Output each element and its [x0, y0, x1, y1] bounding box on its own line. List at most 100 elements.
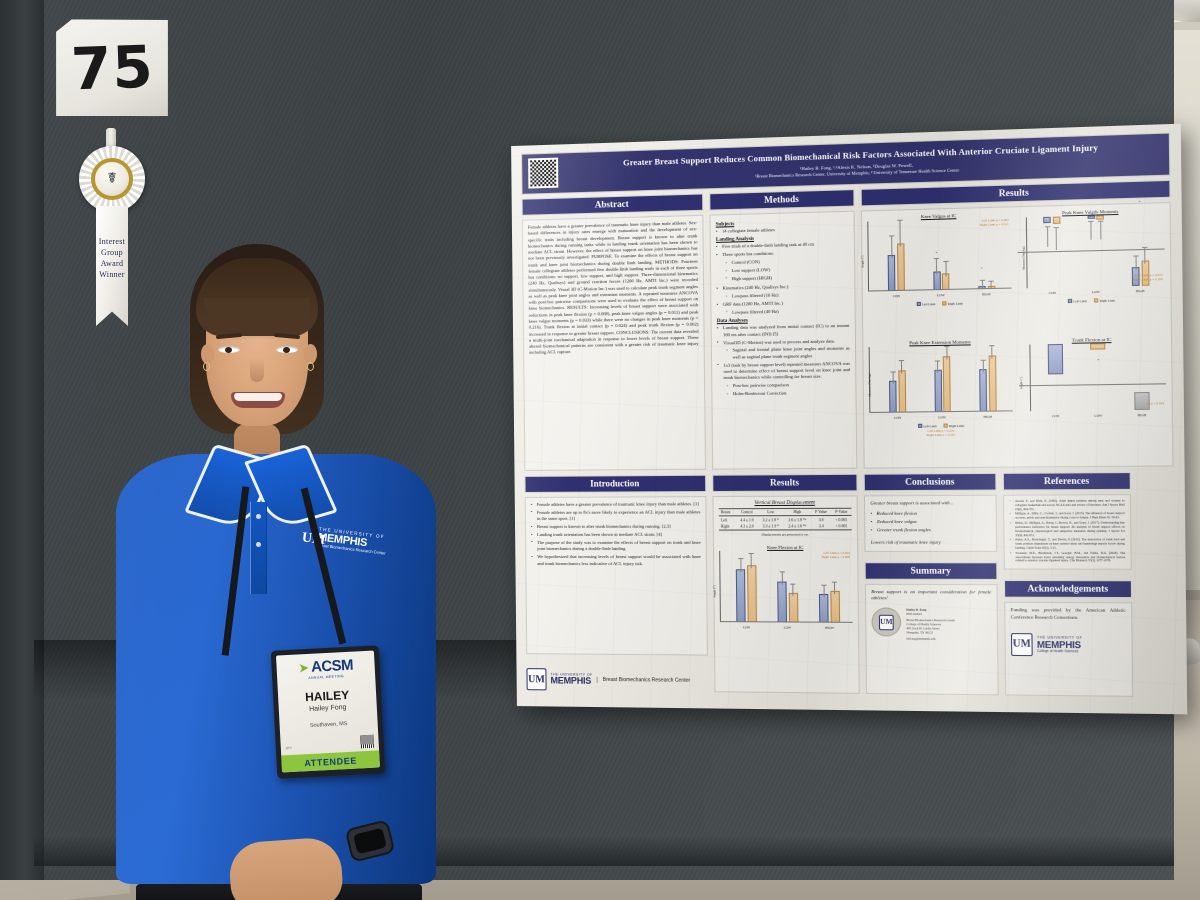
methods-data-sub-b: Post-hoc pairwise comparison Holm-Bonfer… [717, 382, 850, 398]
um-monogram-icon: UM [1010, 633, 1033, 657]
vertical-breast-displacement-table: Vertical Breast Displacement Breast Cont… [718, 500, 852, 531]
section-header-conclusions: Conclusions [863, 472, 997, 492]
list-item: Risius, D., Milligan, A., Berns, J., Bro… [1010, 521, 1125, 538]
cell: 4.3 ± 2.0 [736, 523, 759, 531]
chart-annotation: Right Limb p = 0.106 [1133, 276, 1163, 282]
bar-group [889, 347, 907, 413]
methods-data-list: Landing data was analyzed from initial c… [717, 323, 850, 346]
conclusions-list: Reduced knee flexion Reduced knee valgus… [870, 511, 990, 534]
list-item: Lowpass filtered (40 Hz) [726, 307, 850, 316]
x-tick: LOW [1091, 289, 1100, 295]
list-item: Landing data was analyzed from initial c… [717, 323, 850, 338]
methods-instr-sub-2: Lowpass filtered (40 Hz) [717, 307, 850, 316]
footer-memphis-logo: UM THE UNIVERSITY OF MEMPHIS Breast Biom… [526, 668, 708, 692]
conclusions-tail: Lowers risk of traumatic knee injury [870, 539, 941, 546]
acknowledgements-memphis-logo: UM THE UNIVERSITY OF MEMPHIS College of … [1010, 633, 1126, 657]
x-tick: HIGH [982, 292, 991, 297]
col-header: P-Value [830, 508, 852, 516]
list-item: Milligan, A., Mills, C., Corbett, J., an… [1010, 511, 1125, 520]
badge-org-sub: ANNUAL MEETING [308, 674, 345, 680]
award-ribbon: ☤ Interest Group Award Winner [76, 128, 148, 328]
logo-name: MEMPHIS [550, 675, 592, 687]
cell: 3.3 ± 1.9 * [758, 523, 784, 531]
x-tick: LOW [936, 293, 945, 298]
ribbon-line-1: Interest [98, 237, 126, 246]
list-item: Holm-Bonferroni Correction [727, 390, 851, 398]
cell: 2.4 ± 1.6 *⁰ [783, 522, 812, 531]
x-tick: LOW [1094, 413, 1103, 418]
um-seal-icon: UM [871, 607, 902, 637]
list-item: Female athletes are up to 8x's more like… [531, 509, 701, 522]
badge-role: ATTENDEE [281, 750, 380, 773]
references-list: Arendt, E. and Dick, R. (1995). Knee inj… [1010, 498, 1126, 564]
section-header-acknowledgements: Acknowledgements [1003, 580, 1133, 599]
list-item: Female athletes have a greater prevalenc… [531, 501, 701, 508]
chart-ylabel: Moment (Nm/kg) [867, 373, 872, 397]
conference-badge: ➤ ACSM ANNUAL MEETING HAILEY Hailey Fong… [270, 645, 386, 779]
table-row: Right 4.3 ± 2.0 3.3 ± 1.9 * 2.4 ± 1.6 *⁰… [718, 522, 852, 531]
table-caption: Vertical Breast Displacement [754, 500, 816, 507]
x-tick: LOW [938, 415, 947, 420]
x-tick: HIGH [983, 414, 992, 419]
shirt-placket [250, 502, 267, 594]
methods-data-sub-a: Sagittal and frontal plane knee joint an… [717, 346, 850, 361]
badge-location: Southaven, MS [309, 721, 348, 729]
list-item: Landing trunk orientation has been shown… [531, 532, 701, 539]
chart-peak-knee-extension-moments: Peak Knee Extension Moments Moment (Nm/k… [867, 339, 1014, 464]
x-tick: CON [1048, 290, 1057, 296]
col-header: High [783, 508, 812, 517]
ribbon-line-4: Winner [99, 270, 125, 279]
cell: < 0.001 [835, 517, 848, 522]
research-poster: Greater Breast Support Reduces Common Bi… [511, 123, 1188, 715]
earring-right [307, 362, 314, 371]
chart-annotation: Right Limb p = 0.205 [926, 432, 956, 437]
section-header-references: References [1002, 472, 1131, 491]
earring-left [203, 362, 210, 371]
col-header: Control [735, 508, 758, 517]
summary-text: Breast support is an important considera… [871, 588, 992, 601]
col-header: Breast [718, 508, 736, 517]
nose [250, 358, 264, 382]
list-item: 1x3 (task by breast support level) repea… [717, 360, 850, 381]
chart-annotation: All p = 0.024 [1145, 401, 1165, 406]
contact-line: Memphis, TN 38152 [906, 630, 934, 636]
significance-marker: * [1097, 357, 1100, 363]
chart-ylabel: Angle (°) [1018, 376, 1024, 390]
hair-front [196, 258, 318, 340]
list-item: Breast support is known to alter trunk b… [531, 524, 701, 531]
significance-marker: * [980, 266, 983, 271]
bar-group [979, 345, 997, 412]
list-item: Sweeney, M.E., Blackburn, J.T., Goerger,… [1010, 551, 1125, 564]
cell: Left [720, 517, 728, 523]
bar-group [777, 551, 799, 623]
badge-qr-code-icon [360, 734, 374, 749]
x-tick: HIGH [1135, 288, 1145, 294]
um-monogram-icon: UM [878, 614, 894, 630]
contact-title: PhD student [906, 612, 922, 617]
contact-email[interactable]: hbfong@memphis.edu [906, 637, 936, 642]
list-item: Sagittal and frontal plane knee joint an… [726, 346, 850, 361]
runner-icon: ➤ [297, 659, 310, 676]
logo-sub: College of Health Sciences [1036, 648, 1079, 653]
section-header-methods: Methods [709, 189, 855, 211]
presenter: UM THE UNIVERSITY OF MEMPHIS Breast Biom… [112, 236, 442, 900]
list-item: Greater trunk flexion angles [871, 527, 991, 534]
list-item: Kulas, A.S., Hortobagyi, T., and Devita,… [1010, 538, 1125, 551]
bar-group [934, 346, 952, 413]
ribbon-clip [106, 128, 116, 152]
legend-label: Left Limb [923, 424, 937, 429]
badge-first-name: HAILEY [304, 687, 350, 705]
ear-right [304, 344, 317, 364]
list-item: Reduced knee flexion [870, 511, 990, 518]
pupil-left [225, 347, 232, 353]
poster-board-post [0, 0, 44, 880]
list-item: Reduced knee valgus [870, 519, 990, 526]
methods-landing-list: Five trials of a double-limb landing tas… [716, 241, 849, 259]
acsm-logo: ➤ ACSM [297, 657, 353, 676]
pupil-right [283, 347, 290, 353]
ribbon-line-3: Award [100, 259, 124, 268]
significance-marker: * [1138, 199, 1141, 204]
chart-title: Knee Flexion at IC [766, 544, 804, 551]
col-header: Low [757, 508, 784, 517]
